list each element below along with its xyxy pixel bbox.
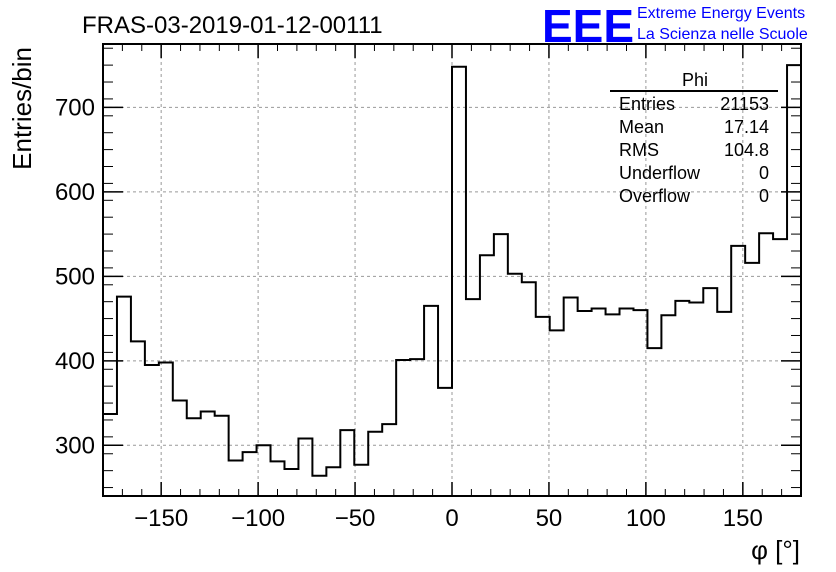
stats-value: 0 — [759, 163, 769, 183]
stats-value: 104.8 — [724, 140, 769, 160]
y-tick-label: 500 — [55, 263, 95, 290]
x-tick-label: 100 — [626, 505, 666, 532]
x-tick-label: −150 — [134, 505, 188, 532]
x-tick-label: 50 — [536, 505, 563, 532]
stats-rows: Entries 21153 Mean 17.14 RMS 104.8 Underflow 0 O… — [619, 94, 769, 206]
stats-value: 17.14 — [724, 117, 769, 137]
x-axis-label: φ [°] — [751, 535, 800, 565]
histogram-line — [102, 64, 802, 496]
axis-ticks — [103, 44, 801, 496]
stats-label: Overflow — [619, 186, 691, 206]
stats-label: RMS — [619, 140, 659, 160]
stats-label: Entries — [619, 94, 675, 114]
chart-title: FRAS-03-2019-01-12-00111 — [82, 12, 383, 39]
stats-value: 21153 — [720, 94, 769, 114]
x-tick-label: −50 — [335, 505, 376, 532]
y-tick-label: 300 — [55, 432, 95, 459]
x-tick-labels: −150 −100 −50 0 50 100 150 — [134, 505, 763, 532]
stats-label: Mean — [619, 117, 664, 137]
x-tick-label: −100 — [231, 505, 285, 532]
eee-logo-mark: EEE — [542, 0, 634, 52]
eee-logo-line1: Extreme Energy Events — [637, 5, 805, 22]
eee-logo-line2: La Scienza nelle Scuole — [637, 26, 808, 43]
y-tick-label: 700 — [55, 94, 95, 121]
stats-label: Underflow — [619, 163, 701, 183]
stats-title: Phi — [682, 70, 708, 90]
x-tick-label: 150 — [723, 505, 763, 532]
y-tick-label: 400 — [55, 348, 95, 375]
y-tick-labels: 300 400 500 600 700 — [55, 94, 95, 459]
stats-value: 0 — [759, 186, 769, 206]
x-tick-label: 0 — [445, 505, 458, 532]
y-tick-label: 600 — [55, 179, 95, 206]
stats-box: Phi Entries 21153 Mean 17.14 RMS 104.8 Underfl… — [610, 70, 778, 206]
y-axis-label: Entries/bin — [7, 47, 37, 170]
eee-logo: EEE Extreme Energy Events La Scienza nel… — [542, 0, 808, 52]
